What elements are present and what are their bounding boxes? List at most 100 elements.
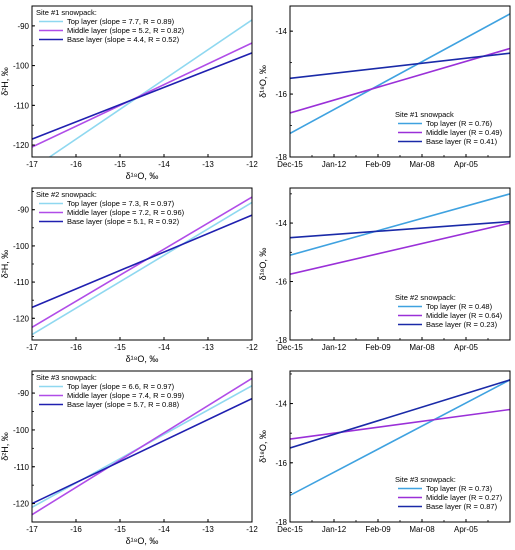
x-tick-label: Feb-09 bbox=[365, 343, 391, 352]
legend-entry: Top layer (R = 0.48) bbox=[426, 302, 493, 311]
y-tick-label: -110 bbox=[14, 278, 30, 287]
y-tick-label: -14 bbox=[275, 27, 287, 36]
legend: Site #2 snowpack:Top layer (slope = 7.3,… bbox=[36, 190, 185, 226]
series-line-base bbox=[290, 220, 510, 239]
y-tick-label: -90 bbox=[17, 389, 29, 398]
x-tick-label: -17 bbox=[26, 525, 38, 534]
series-line-top bbox=[290, 13, 510, 135]
x-tick-label: Apr-05 bbox=[454, 525, 479, 534]
y-axis-title: δ¹⁸O, ‰ bbox=[258, 430, 268, 463]
x-tick-label: -16 bbox=[70, 525, 82, 534]
series-line-middle bbox=[290, 408, 510, 440]
x-axis-title: δ¹⁸O, ‰ bbox=[126, 354, 159, 364]
legend-entry: Middle layer (R = 0.49) bbox=[426, 128, 503, 137]
series-line-base bbox=[290, 52, 510, 80]
series-line-top bbox=[290, 379, 510, 497]
series-line-top bbox=[49, 19, 252, 157]
legend-entry: Middle layer (R = 0.64) bbox=[426, 311, 503, 320]
series-group bbox=[32, 19, 252, 157]
x-tick-label: -13 bbox=[202, 160, 214, 169]
x-tick-label: Dec-15 bbox=[277, 343, 303, 352]
y-axis-title: δ¹⁸O, ‰ bbox=[258, 248, 268, 281]
x-tick-label: -12 bbox=[246, 160, 258, 169]
y-tick-label: -110 bbox=[14, 101, 30, 110]
series-line-top bbox=[290, 193, 510, 257]
legend-title: Site #1 snowpack bbox=[395, 110, 454, 119]
series-line-base bbox=[32, 397, 252, 505]
x-tick-label: Dec-15 bbox=[277, 525, 303, 534]
legend-entry: Base layer (R = 0.23) bbox=[426, 320, 498, 329]
y-tick-label: -100 bbox=[13, 426, 30, 435]
x-tick-label: -13 bbox=[202, 343, 214, 352]
chart-site1-dh-vs-do: -17 -16 -15 -14 -13 -12 -120 -110 -100 -90 δ¹⁸O, ‰… bbox=[0, 5, 258, 181]
legend-entry: Base layer (R = 0.87) bbox=[426, 502, 498, 511]
x-tick-label: -13 bbox=[202, 525, 214, 534]
x-axis-title: δ¹⁸O, ‰ bbox=[126, 171, 159, 181]
chart-site3-dh-vs-do: -17 -16 -15 -14 -13 -12 -120 -110 -100 -90 δ¹⁸O, ‰… bbox=[0, 370, 258, 546]
legend-entry: Middle layer (slope = 5.2, R = 0.82) bbox=[67, 26, 185, 35]
x-tick-label: -14 bbox=[158, 160, 170, 169]
legend: Site #1 snowpack:Top layer (slope = 7.7,… bbox=[36, 8, 185, 44]
x-tick-label: -15 bbox=[114, 525, 126, 534]
legend-entry: Middle layer (R = 0.27) bbox=[426, 493, 503, 502]
legend-entry: Middle layer (slope = 7.2, R = 0.96) bbox=[67, 208, 185, 217]
legend: Site #3 snowpack:Top layer (R = 0.73)Mid… bbox=[395, 475, 503, 511]
series-line-middle bbox=[32, 42, 252, 148]
x-tick-label: Feb-09 bbox=[365, 525, 391, 534]
legend-entry: Base layer (slope = 5.7, R = 0.88) bbox=[67, 400, 180, 409]
series-line-base bbox=[32, 214, 252, 309]
x-tick-label: Mar-08 bbox=[409, 343, 435, 352]
legend-title: Site #2 snowpack: bbox=[395, 293, 456, 302]
series-line-middle bbox=[290, 222, 510, 276]
x-tick-label: -16 bbox=[70, 343, 82, 352]
y-axis-title: δ²H, ‰ bbox=[0, 250, 10, 279]
legend-entry: Top layer (slope = 6.6, R = 0.97) bbox=[67, 382, 175, 391]
chart-site2-dh-vs-do: -17 -16 -15 -14 -13 -12 -120 -110 -100 -90 δ¹⁸O, ‰… bbox=[0, 187, 258, 364]
legend-entry: Middle layer (slope = 7.4, R = 0.99) bbox=[67, 391, 185, 400]
y-tick-label: -16 bbox=[275, 278, 287, 287]
legend-title: Site #1 snowpack: bbox=[36, 8, 97, 17]
legend-entry: Top layer (slope = 7.7, R = 0.89) bbox=[67, 17, 175, 26]
x-tick-label: Apr-05 bbox=[454, 160, 479, 169]
x-tick-label: -14 bbox=[158, 525, 170, 534]
x-tick-label: -16 bbox=[70, 160, 82, 169]
y-tick-label: -18 bbox=[275, 336, 287, 345]
legend: Site #2 snowpack:Top layer (R = 0.48)Mid… bbox=[395, 293, 503, 329]
chart-site1-do-vs-date: Dec-15 Jan-12 Feb-09 Mar-08 Apr-05 -18 -16 -14 δ… bbox=[258, 5, 511, 169]
x-tick-label: -15 bbox=[114, 343, 126, 352]
y-axis-title: δ²H, ‰ bbox=[0, 67, 10, 96]
y-tick-label: -100 bbox=[13, 62, 30, 71]
y-tick-label: -90 bbox=[17, 22, 29, 31]
y-tick-label: -120 bbox=[13, 141, 30, 150]
series-group bbox=[32, 196, 252, 336]
y-tick-label: -18 bbox=[275, 153, 287, 162]
y-tick-label: -14 bbox=[275, 400, 287, 409]
chart-site2-do-vs-date: Dec-15 Jan-12 Feb-09 Mar-08 Apr-05 -18 -16 -14 δ… bbox=[258, 187, 511, 352]
legend-title: Site #3 snowpack: bbox=[36, 373, 97, 382]
x-axis-title: δ¹⁸O, ‰ bbox=[126, 536, 159, 546]
x-tick-label: Mar-08 bbox=[409, 525, 435, 534]
y-tick-label: -14 bbox=[275, 219, 287, 228]
series-group bbox=[290, 193, 510, 276]
legend-entry: Top layer (R = 0.73) bbox=[426, 484, 493, 493]
legend-title: Site #2 snowpack: bbox=[36, 190, 97, 199]
legend-entry: Base layer (R = 0.41) bbox=[426, 137, 498, 146]
x-tick-label: -17 bbox=[26, 160, 38, 169]
y-tick-label: -16 bbox=[275, 90, 287, 99]
plot-frame bbox=[31, 370, 253, 523]
y-tick-label: -100 bbox=[13, 242, 30, 251]
legend-entry: Top layer (slope = 7.3, R = 0.97) bbox=[67, 199, 175, 208]
x-tick-label: -14 bbox=[158, 343, 170, 352]
x-tick-label: Jan-12 bbox=[322, 343, 347, 352]
series-line-base bbox=[32, 52, 252, 140]
chart-site3-do-vs-date: Dec-15 Jan-12 Feb-09 Mar-08 Apr-05 -18 -16 -14 δ… bbox=[258, 370, 511, 534]
x-tick-label: Apr-05 bbox=[454, 343, 479, 352]
x-tick-label: -12 bbox=[246, 525, 258, 534]
y-tick-label: -16 bbox=[275, 459, 287, 468]
series-line-middle bbox=[32, 196, 252, 329]
y-tick-label: -110 bbox=[14, 463, 30, 472]
series-line-middle bbox=[32, 377, 252, 516]
y-axis-title: δ¹⁸O, ‰ bbox=[258, 65, 268, 98]
